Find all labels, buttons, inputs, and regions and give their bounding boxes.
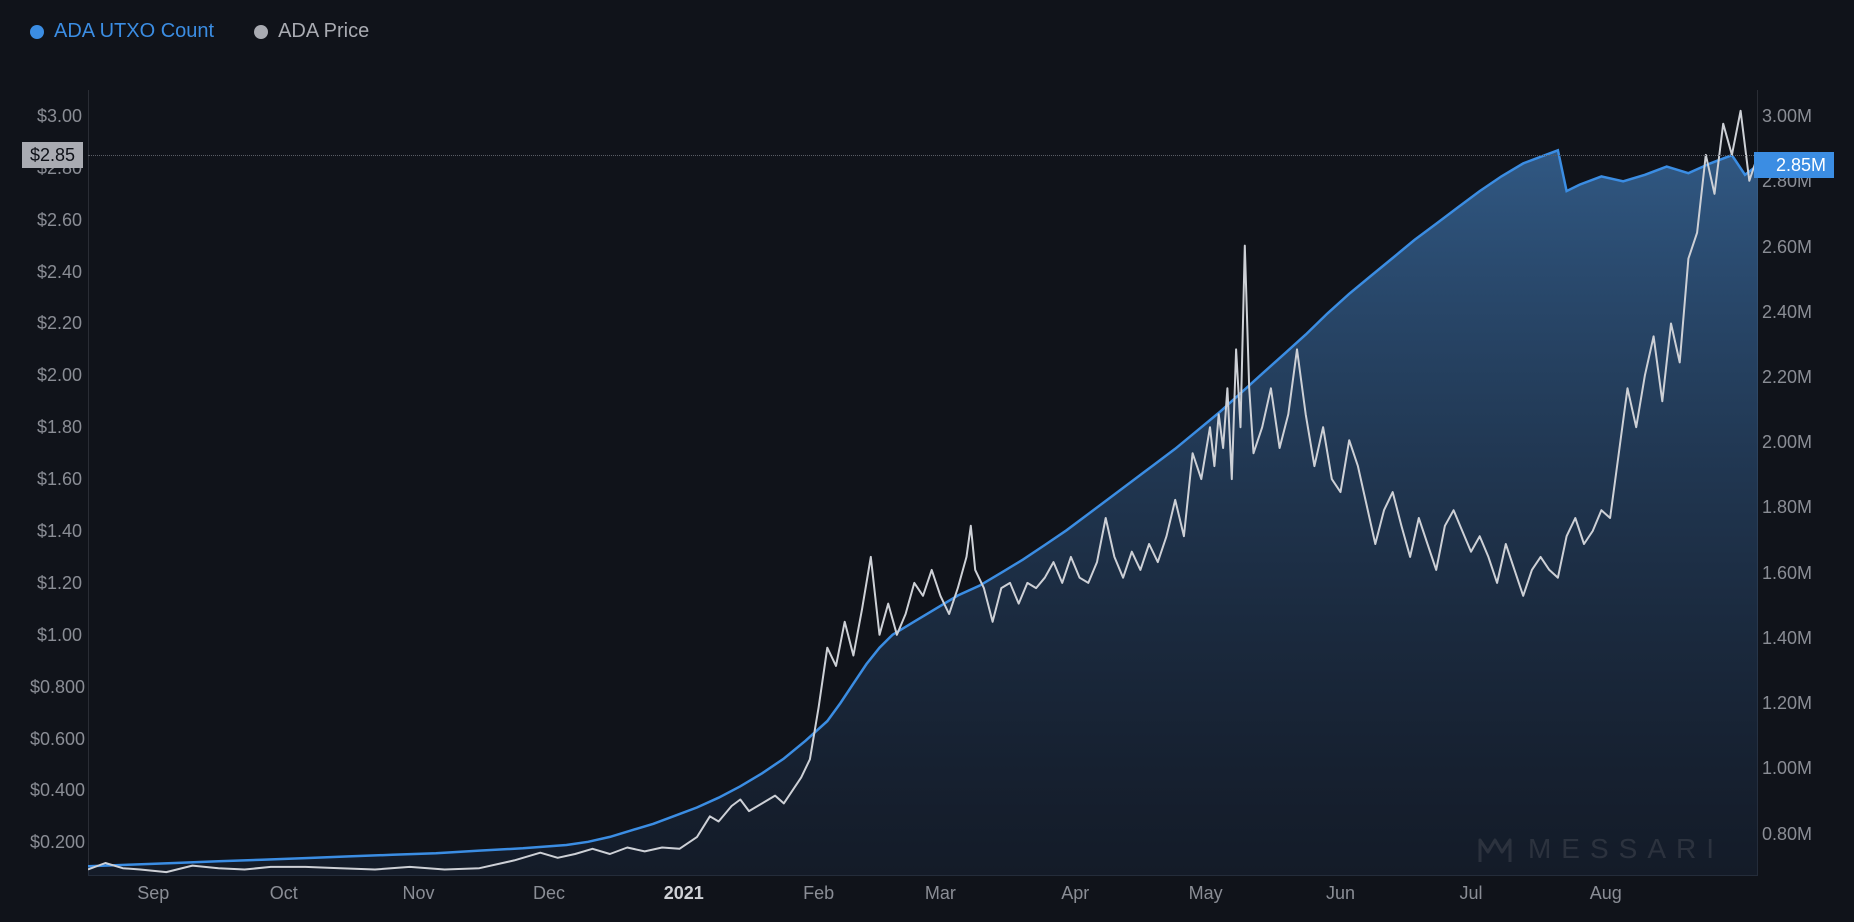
axis-tick-x: Mar: [925, 883, 956, 904]
axis-tick-left: $2.20: [30, 314, 82, 332]
axis-tick-right: 2.60M: [1762, 238, 1824, 256]
axis-marker-left: $2.85: [22, 142, 83, 168]
legend-label: ADA Price: [278, 20, 369, 43]
axis-tick-x: Jun: [1326, 883, 1355, 904]
brand-logo-icon: [1478, 832, 1512, 866]
legend-dot-icon: [254, 25, 268, 39]
axis-tick-x: Apr: [1061, 883, 1089, 904]
axis-tick-right: 2.40M: [1762, 303, 1824, 321]
axis-marker-right-label: 2.85M: [1776, 155, 1826, 175]
axis-tick-right: 1.20M: [1762, 694, 1824, 712]
axis-tick-x: Feb: [803, 883, 834, 904]
axis-tick-left: $3.00: [30, 107, 82, 125]
axis-tick-left: $2.40: [30, 263, 82, 281]
legend-item-utxo: ADA UTXO Count: [30, 20, 214, 43]
axis-tick-right: 1.40M: [1762, 629, 1824, 647]
axis-tick-left: $1.60: [30, 470, 82, 488]
axis-tick-right: 1.60M: [1762, 564, 1824, 582]
axis-tick-left: $1.40: [30, 522, 82, 540]
brand-watermark: MESSARI: [1478, 832, 1724, 866]
axis-marker-right: 2.85M: [1754, 152, 1834, 178]
axis-marker-left-label: $2.85: [30, 145, 75, 165]
axis-tick-x: May: [1189, 883, 1223, 904]
axis-tick-right: 2.20M: [1762, 368, 1824, 386]
legend-label: ADA UTXO Count: [54, 20, 214, 43]
axis-tick-x: Oct: [270, 883, 298, 904]
chart-plot: [88, 90, 1758, 876]
axis-tick-right: 2.00M: [1762, 433, 1824, 451]
axis-tick-x: Aug: [1590, 883, 1622, 904]
axis-tick-right: 3.00M: [1762, 107, 1824, 125]
axis-tick-left: $0.400: [30, 781, 82, 799]
series-area-utxo: [88, 150, 1758, 876]
axis-tick-left: $1.20: [30, 574, 82, 592]
crosshair-horizontal: [88, 155, 1758, 156]
axis-tick-left: $0.200: [30, 833, 82, 851]
axis-tick-right: 1.80M: [1762, 498, 1824, 516]
legend-dot-icon: [30, 25, 44, 39]
axis-tick-right: 0.80M: [1762, 825, 1824, 843]
axis-tick-left: $1.80: [30, 418, 82, 436]
brand-text: MESSARI: [1528, 833, 1724, 865]
axis-tick-x: Sep: [137, 883, 169, 904]
axis-tick-x: Jul: [1459, 883, 1482, 904]
axis-tick-x: 2021: [664, 883, 704, 904]
axis-tick-left: $1.00: [30, 626, 82, 644]
axis-tick-x: Nov: [403, 883, 435, 904]
axis-tick-x: Dec: [533, 883, 565, 904]
axis-tick-left: $0.800: [30, 678, 82, 696]
axis-tick-left: $0.600: [30, 730, 82, 748]
axis-tick-left: $2.00: [30, 366, 82, 384]
legend-item-price: ADA Price: [254, 20, 369, 43]
axis-tick-left: $2.60: [30, 211, 82, 229]
axis-tick-right: 1.00M: [1762, 759, 1824, 777]
chart-legend: ADA UTXO Count ADA Price: [30, 20, 369, 43]
